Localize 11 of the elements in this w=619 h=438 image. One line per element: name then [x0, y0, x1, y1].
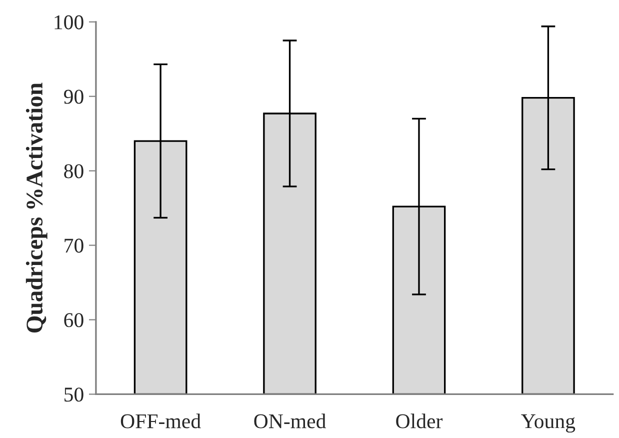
y-axis-title: Quadriceps %Activation — [26, 82, 48, 332]
y-tick-label: 50 — [64, 388, 84, 402]
y-tick-label: 90 — [64, 90, 84, 104]
y-tick-label: 100 — [54, 15, 84, 30]
x-tick-label: ON-med — [254, 414, 326, 428]
x-tick-label: Older — [396, 414, 443, 428]
x-tick-label: OFF-med — [120, 414, 201, 428]
y-tick-label: 60 — [64, 313, 84, 328]
x-tick-label: Young — [521, 414, 576, 433]
y-tick-label: 80 — [64, 164, 84, 178]
y-tick-label: 70 — [64, 238, 84, 253]
